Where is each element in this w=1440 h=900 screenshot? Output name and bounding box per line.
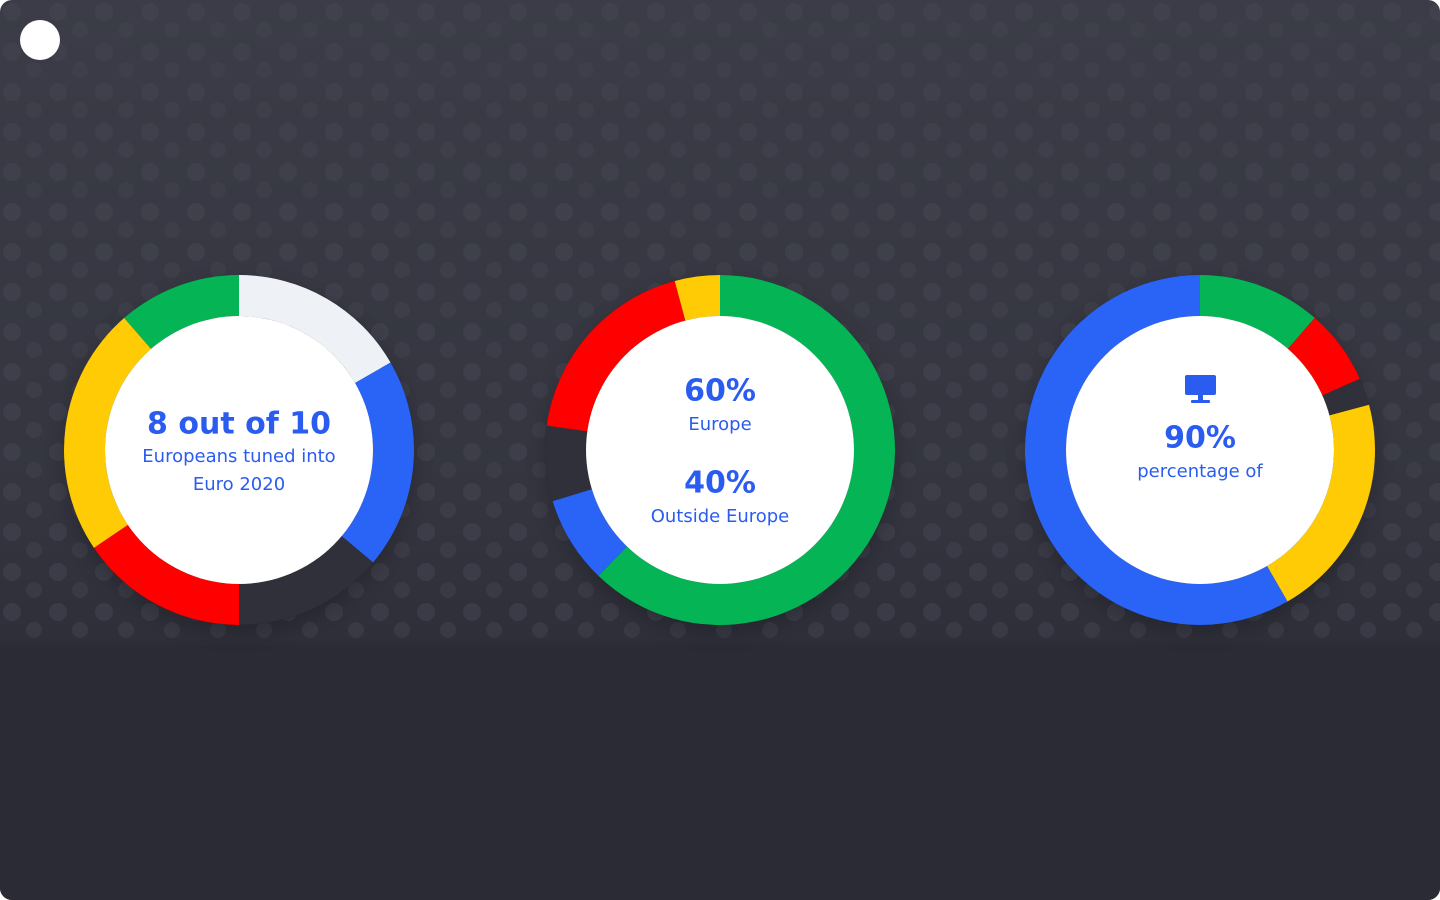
ring-segment [1322,378,1370,416]
stat-label: Outside Europe [651,506,790,527]
stat-value: 60% [684,374,756,409]
ring-segment [674,275,720,321]
pitch-band [0,650,1440,900]
stat-label: Europe [688,414,751,435]
stat-label: percentage of [1137,461,1263,482]
ring-segment [1025,275,1288,625]
ring-segment [598,275,895,625]
ring-segment [1267,404,1375,602]
caption: Europeans tuned into [142,446,335,467]
ring-segment [64,317,152,548]
ring-center [586,316,854,584]
rings [64,275,1375,625]
caption: Euro 2020 [193,474,285,495]
ring-segment [341,362,415,563]
ring-center [105,316,373,584]
ring-segment [545,425,592,502]
stat-value: 90% [1164,421,1236,456]
menu-dot[interactable] [20,20,60,60]
ring-segment [546,280,686,432]
stat-value: 40% [684,466,756,501]
ring-segment [552,489,627,576]
monitor-icon [1185,375,1216,403]
ring-center [1066,316,1334,584]
ring-segment [1200,275,1315,349]
ring-segment [124,275,239,349]
ring-segment [1287,317,1360,396]
headline: 8 out of 10 [147,407,331,442]
ring-segment [93,524,239,625]
ring-segment [239,275,391,383]
ring-segment [239,536,374,625]
